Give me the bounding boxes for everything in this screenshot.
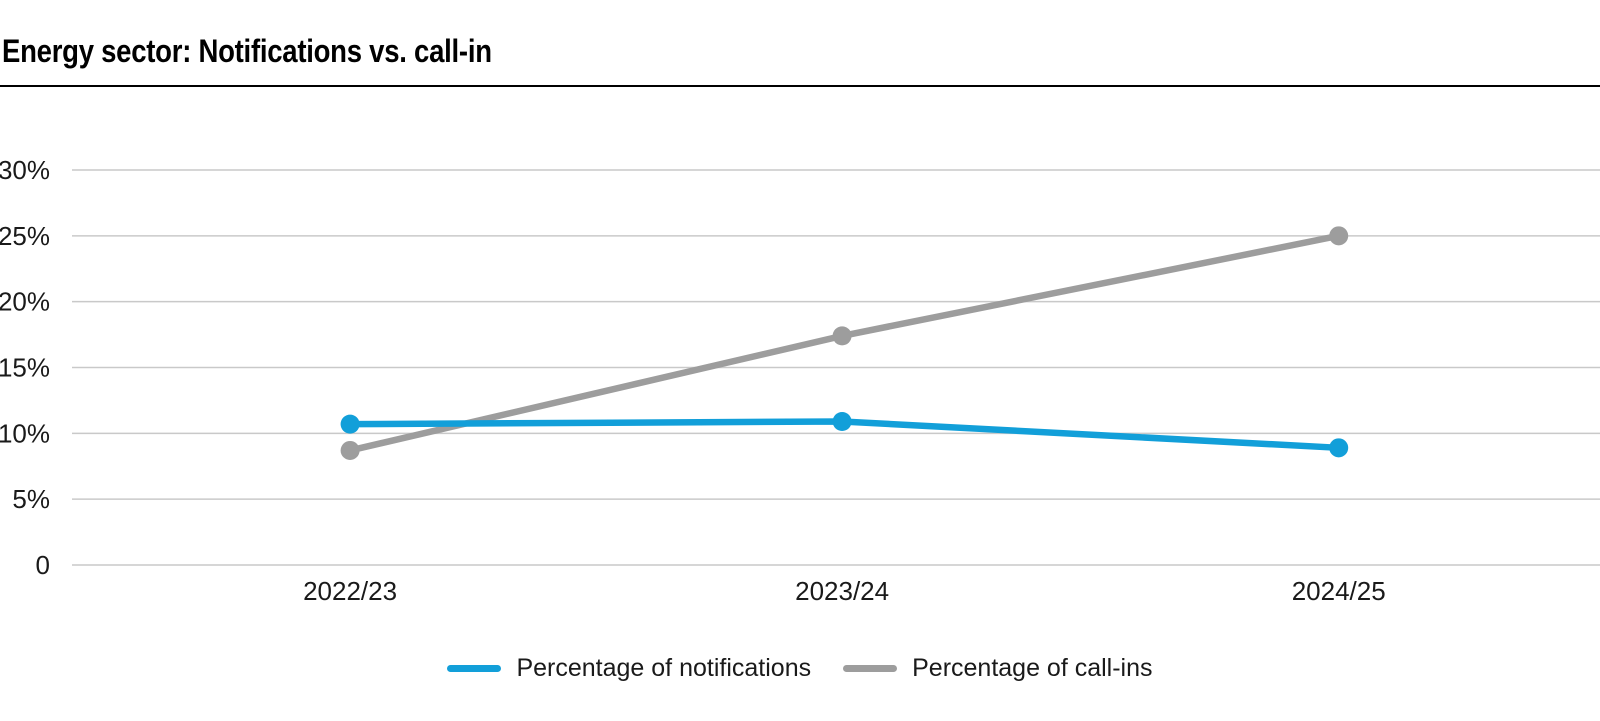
data-point-series0-2 [1329,438,1349,458]
legend-item-callins: Percentage of call-ins [843,652,1153,684]
y-tick-label: 10% [0,418,50,448]
notifications-line-swatch-icon [447,664,502,672]
data-point-series1-1 [832,326,852,346]
page-title: Energy sector: Notifications vs. call-in [2,33,492,69]
legend-item-notifications: Percentage of notifications [447,652,811,684]
data-point-series1-2 [1329,226,1349,246]
data-point-series0-0 [340,414,360,434]
legend-label-notifications: Percentage of notifications [516,653,812,682]
y-tick-label: 30% [0,155,50,185]
y-tick-label: 0 [36,550,50,580]
y-tick-label: 25% [0,221,50,251]
data-point-series0-1 [832,411,852,431]
callins-line-swatch-icon [843,664,898,672]
x-tick-label: 2022/23 [303,576,397,606]
title-divider [0,85,1600,87]
legend-label-callins: Percentage of call-ins [912,653,1153,682]
y-tick-label: 5% [12,484,50,514]
x-tick-label: 2023/24 [795,576,889,606]
y-tick-label: 20% [0,287,50,317]
line-chart: 0 5% 10% 15% 20% 25% 30% 2022/23 2023/24 2024/25 [0,155,1600,606]
data-point-series1-0 [340,440,360,460]
x-tick-label: 2024/25 [1292,576,1386,606]
chart-legend: Percentage of notifications Percentage o… [0,652,1600,684]
y-tick-label: 15% [0,353,50,383]
